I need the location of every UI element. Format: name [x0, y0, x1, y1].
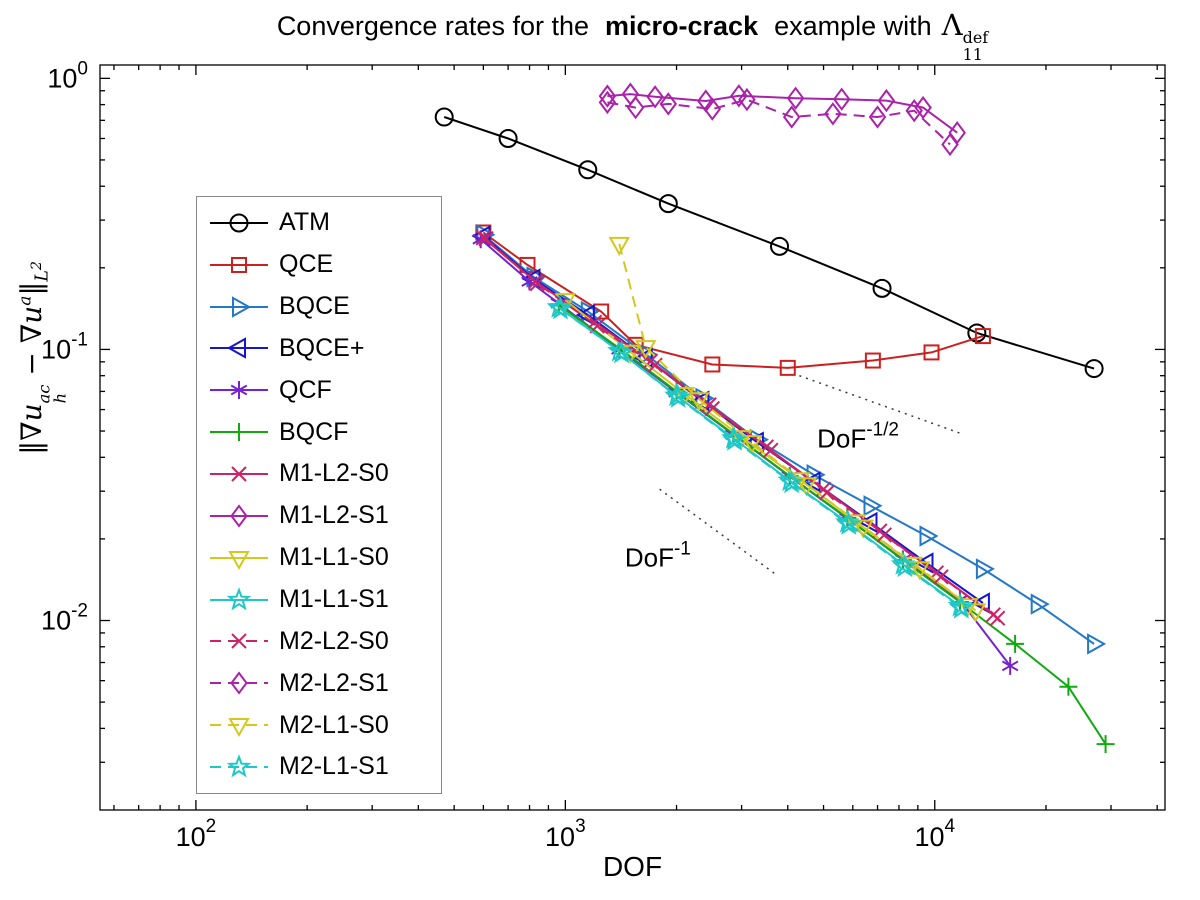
nabla-1: ∇	[14, 421, 48, 441]
legend-label: BQCE+	[279, 333, 365, 362]
legend-item-bqce: BQCE	[207, 287, 441, 326]
legend-label: BQCE	[279, 292, 350, 321]
title-emphasis: micro-crack	[605, 11, 759, 41]
legend-label: QCF	[279, 375, 332, 404]
norm-close: ‖	[14, 281, 48, 296]
legend-label: M1-L1-S1	[279, 585, 389, 614]
legend-sample	[210, 671, 268, 695]
u-a-superscript: a	[14, 295, 35, 306]
series-ATM	[434, 107, 1104, 379]
u-ac: u	[14, 403, 48, 422]
legend: ATM QCE BQCE BQCE+ QCF BQCF M1-L2-S0 M1-L2-S1 M1…	[196, 196, 442, 794]
title-middle: example with	[774, 11, 932, 41]
legend-label: M2-L1-S1	[279, 752, 389, 781]
y-axis-label: ‖∇u ac h − ∇ua‖L2	[15, 261, 70, 455]
legend-label: M1-L2-S0	[279, 459, 389, 488]
legend-item-bqce+: BQCE+	[207, 329, 441, 368]
series-line	[485, 238, 999, 620]
y-tick-label: 10-2	[41, 601, 88, 636]
legend-sample	[210, 633, 268, 650]
norm-open: ‖	[14, 440, 48, 455]
legend-label: BQCF	[279, 417, 349, 446]
series-line	[607, 93, 958, 134]
series-line	[607, 98, 951, 146]
chart-title: Convergence rates for the micro-crack exam…	[100, 8, 1165, 63]
series-line	[559, 308, 962, 610]
legend-item-m1-l2-s1: M1-L2-S1	[207, 496, 441, 535]
title-prefix: Convergence rates for the	[276, 11, 589, 41]
lambda-subscript: 11	[962, 44, 983, 64]
legend-label: ATM	[279, 208, 330, 237]
legend-item-m1-l1-s1: M1-L1-S1	[207, 580, 441, 619]
x-axis-label: DOF	[602, 851, 663, 882]
legend-item-m2-l2-s0: M2-L2-S0	[207, 622, 441, 661]
reference-slope-line	[799, 374, 965, 436]
lambda-letter: Λ	[941, 8, 963, 42]
x-tick-label: 103	[545, 816, 586, 852]
series-line	[618, 243, 977, 612]
legend-sample	[210, 754, 268, 778]
legend-label: M1-L2-S1	[279, 501, 389, 530]
legend-label: M2-L2-S1	[279, 668, 389, 697]
legend-sample	[210, 586, 268, 610]
u-ac-scripts: ac h	[34, 384, 71, 404]
series-line	[443, 116, 1095, 370]
legend-sample	[210, 423, 268, 442]
y-tick-label: 100	[47, 58, 88, 93]
legend-sample	[210, 718, 268, 738]
series-QCF	[472, 230, 1019, 675]
series-M1-L2-S1	[598, 82, 966, 145]
legend-sample	[210, 337, 268, 360]
legend-item-qce: QCE	[207, 245, 441, 284]
legend-item-m2-l2-s1: M2-L2-S1	[207, 664, 441, 703]
legend-sample	[210, 295, 268, 318]
lambda-superscript: def	[962, 27, 989, 47]
legend-item-atm: ATM	[207, 203, 441, 242]
nabla-2: ∇	[14, 323, 48, 344]
x-tick-label: 102	[176, 816, 217, 852]
series-BQCE	[476, 223, 1107, 655]
minus-sign: −	[14, 343, 48, 385]
u-a: u	[14, 305, 48, 324]
legend-item-qcf: QCF	[207, 371, 441, 410]
legend-sample	[210, 213, 268, 233]
legend-label: M2-L1-S0	[279, 710, 389, 739]
legend-sample	[210, 550, 268, 570]
plot-box	[99, 64, 1166, 811]
series-M2-L1-S0	[608, 236, 987, 623]
series-M2-L1-S1	[548, 296, 974, 619]
legend-item-m1-l1-s0: M1-L1-S0	[207, 538, 441, 577]
legend-sample	[210, 256, 268, 273]
series-line	[558, 304, 1107, 745]
legend-sample	[210, 466, 268, 482]
slope-annotation: DoF-1	[625, 539, 691, 573]
legend-item-m2-l1-s0: M2-L1-S0	[207, 706, 441, 745]
lambda-scripts: def 11	[962, 27, 989, 64]
legend-label: QCE	[279, 250, 334, 279]
legend-sample	[210, 504, 268, 528]
slope-annotation: DoF-1/2	[817, 419, 899, 453]
legend-sample	[210, 381, 268, 400]
legend-label: M2-L2-S0	[279, 626, 389, 655]
x-tick-label: 104	[914, 816, 955, 852]
legend-item-m2-l1-s1: M2-L1-S1	[207, 747, 441, 786]
series-line	[482, 233, 1095, 645]
legend-item-bqcf: BQCF	[207, 413, 441, 452]
series-M2-L2-S1	[598, 87, 959, 157]
series-line	[482, 235, 984, 604]
legend-item-m1-l2-s0: M1-L2-S0	[207, 454, 441, 493]
legend-label: M1-L1-S0	[279, 543, 389, 572]
reference-slope-line	[659, 488, 776, 575]
y-tick-label: 10-1	[41, 329, 88, 364]
series-line	[482, 231, 984, 369]
l2-subscript: L2	[28, 261, 53, 282]
